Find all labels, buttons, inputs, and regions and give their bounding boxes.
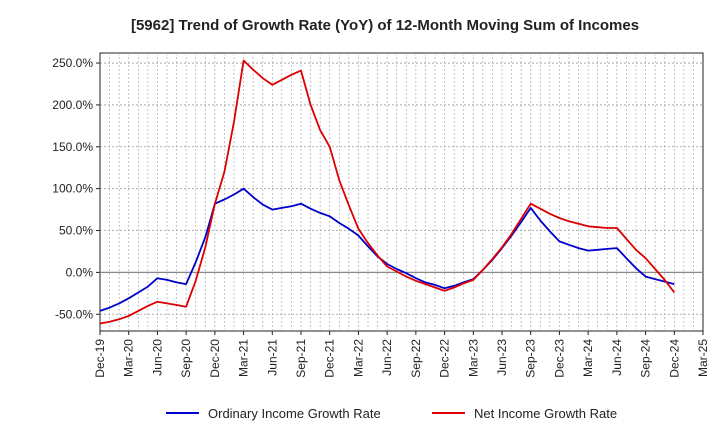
x-tick-label: Mar-20 <box>122 339 136 377</box>
ordinary-income-growth-line <box>99 187 675 312</box>
plot-area <box>99 52 704 332</box>
y-axis: -50.0% 0.0% 50.0% 100.0% 150.0% 200.0% 250.0% <box>52 56 100 321</box>
x-tick-label: Sep-21 <box>294 339 308 378</box>
x-tick-label: Jun-20 <box>150 339 164 376</box>
legend-label: Ordinary Income Growth Rate <box>208 406 381 421</box>
x-tick-label: Mar-22 <box>351 339 365 377</box>
series-lines <box>99 59 676 325</box>
x-tick-label: Dec-22 <box>438 339 452 378</box>
legend-label: Net Income Growth Rate <box>474 406 617 421</box>
x-tick-label: Sep-24 <box>639 339 653 378</box>
x-tick-label: Dec-21 <box>323 339 337 378</box>
legend: Ordinary Income Growth Rate Net Income Gr… <box>166 406 617 421</box>
x-tick-label: Jun-23 <box>495 339 509 376</box>
grid <box>100 53 703 331</box>
x-axis: Dec-19 Mar-20 Jun-20 Sep-20 Dec-20 Mar-21 Jun-… <box>93 331 710 378</box>
x-tick-label: Mar-23 <box>466 339 480 377</box>
x-tick-label: Dec-24 <box>667 339 681 378</box>
y-tick-label: 150.0% <box>52 140 93 154</box>
x-tick-label: Dec-20 <box>208 339 222 378</box>
y-tick-label: -50.0% <box>55 307 93 321</box>
x-tick-label: Mar-25 <box>696 339 710 377</box>
chart-title: [5962] Trend of Growth Rate (YoY) of 12-… <box>131 17 639 34</box>
net-income-growth-line <box>99 59 676 325</box>
y-tick-label: 200.0% <box>52 98 93 112</box>
y-tick-label: 100.0% <box>52 182 93 196</box>
x-tick-label: Sep-20 <box>179 339 193 378</box>
x-tick-label: Mar-21 <box>237 339 251 377</box>
x-tick-label: Sep-22 <box>409 339 423 378</box>
y-tick-label: 250.0% <box>52 56 93 70</box>
x-tick-label: Sep-23 <box>524 339 538 378</box>
x-tick-label: Dec-19 <box>93 339 107 378</box>
x-tick-label: Jun-24 <box>610 339 624 376</box>
x-tick-label: Mar-24 <box>581 339 595 377</box>
x-tick-label: Dec-23 <box>552 339 566 378</box>
x-tick-label: Jun-22 <box>380 339 394 376</box>
y-tick-label: 50.0% <box>59 224 93 238</box>
x-tick-label: Jun-21 <box>265 339 279 376</box>
y-tick-label: 0.0% <box>66 265 94 279</box>
